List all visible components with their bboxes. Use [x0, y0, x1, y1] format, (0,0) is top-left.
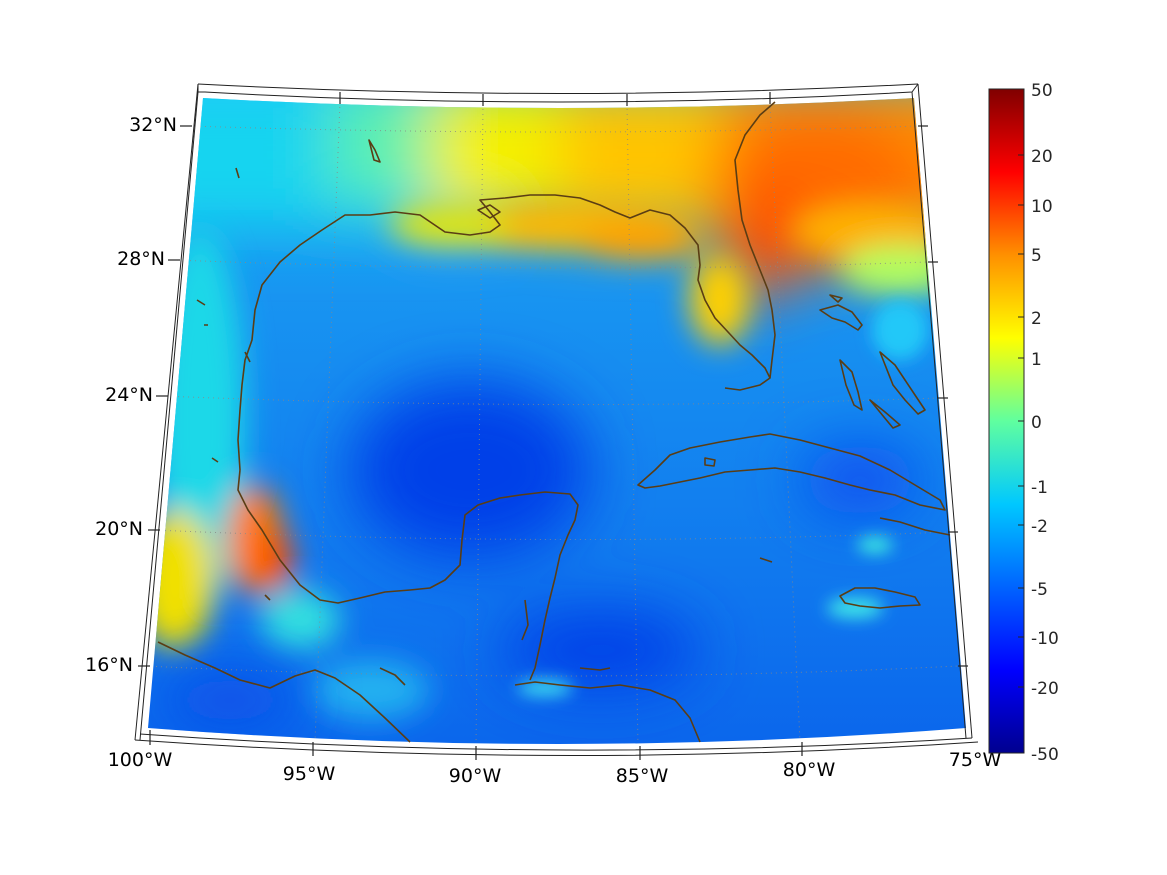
island-dot [579, 667, 611, 671]
island-dot [196, 299, 208, 326]
colorbar: 50 20 10 5 2 1 0 -1 -2 -5 -10 -20 -50 [988, 81, 1059, 765]
island-dot [235, 167, 240, 179]
lon-label-95w: 95°W [283, 763, 336, 785]
island-dot [521, 599, 529, 641]
colorbar-labels: 50 20 10 5 2 1 0 -1 -2 -5 -10 -20 -50 [1031, 81, 1059, 765]
coastlines [157, 101, 951, 743]
cuba-coastline [637, 433, 946, 511]
island-dot [759, 557, 773, 563]
island-dot [368, 139, 381, 163]
colorbar-label: -20 [1031, 679, 1059, 699]
map-frame [134, 83, 979, 757]
graticule [148, 101, 959, 744]
lat-label-20n: 20°N [95, 518, 143, 540]
colorbar-label: 2 [1031, 309, 1042, 329]
island-dot [379, 667, 406, 686]
colorbar-label: -2 [1031, 517, 1048, 537]
us-gulf-coastline [237, 194, 771, 471]
colorbar-label: -10 [1031, 629, 1059, 649]
florida-atlantic-coastline [734, 101, 776, 379]
hispaniola-coastline [879, 517, 951, 536]
lat-label-24n: 24°N [105, 384, 153, 406]
frame-ticks [138, 92, 968, 760]
colorbar-label: 10 [1031, 197, 1053, 217]
colorbar-label: 50 [1031, 81, 1053, 101]
isle-of-youth [704, 457, 716, 467]
colorbar-label: -5 [1031, 580, 1048, 600]
jamaica-coastline [839, 587, 921, 609]
bahamas-coastline [819, 294, 926, 429]
colorbar-label: -50 [1031, 745, 1059, 765]
lat-label-28n: 28°N [117, 248, 165, 270]
lat-label-32n: 32°N [129, 114, 177, 136]
island-dot [244, 351, 251, 363]
colorbar-ticks [1018, 88, 1024, 754]
lon-label-75w: 75°W [949, 749, 1002, 771]
honduras-coastline [514, 681, 701, 743]
central-america-coastline [157, 641, 411, 743]
lon-label-80w: 80°W [783, 759, 836, 781]
colorbar-label: 20 [1031, 147, 1053, 167]
longitude-labels: 100°W 95°W 90°W 85°W 80°W 75°W [108, 749, 1002, 787]
colorbar-label: 5 [1031, 246, 1042, 266]
colorbar-label: 0 [1031, 413, 1042, 433]
lon-label-85w: 85°W [616, 765, 669, 787]
latitude-labels: 32°N 28°N 24°N 20°N 16°N [85, 114, 177, 676]
map-field [148, 98, 966, 744]
lat-label-16n: 16°N [85, 654, 133, 676]
island-dot [264, 594, 271, 601]
colorbar-label: -1 [1031, 478, 1048, 498]
lake-pontchartrain [477, 204, 501, 219]
colorbar-label: 1 [1031, 350, 1042, 370]
lon-label-100w: 100°W [108, 749, 173, 771]
lon-label-90w: 90°W [449, 765, 502, 787]
island-dot [211, 457, 219, 463]
mexico-coastline [237, 469, 579, 681]
